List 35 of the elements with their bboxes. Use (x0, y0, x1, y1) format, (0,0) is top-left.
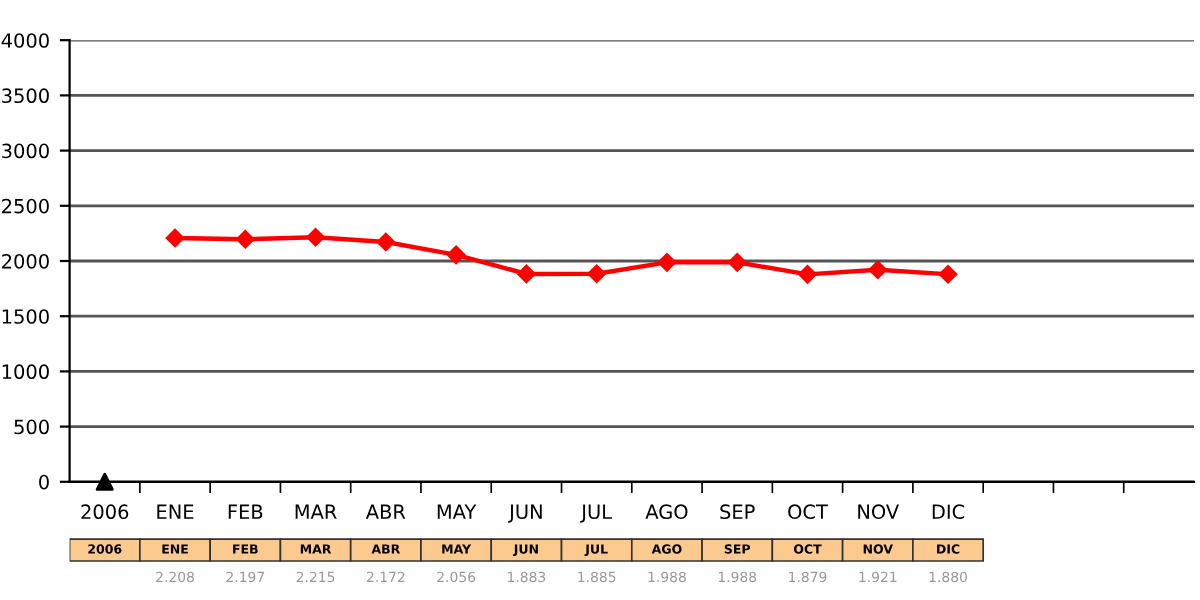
y-tick-label: 2000 (2, 253, 49, 269)
point (376, 232, 396, 252)
x-tick-label: 2006 (81, 504, 129, 520)
x-tick-label: SEP (720, 504, 755, 520)
point (446, 245, 466, 265)
y-tick-label: 3000 (2, 143, 49, 159)
point (657, 253, 677, 272)
x-tick-label: MAR (295, 504, 337, 519)
point (165, 228, 185, 248)
x-tick-label: AGO (645, 504, 688, 520)
y-tick-label: 1500 (2, 309, 49, 324)
point (95, 472, 114, 491)
point (517, 264, 536, 284)
x-tick-label: JUN (508, 504, 542, 523)
y-tick-label: 0 (39, 474, 49, 490)
point (727, 253, 747, 272)
y-tick-label: 1000 (2, 364, 49, 380)
point (306, 228, 325, 247)
x-tick-label: ABR (365, 504, 406, 519)
x-tick-label: NOV (858, 504, 900, 520)
x-tick-label: ENE (157, 504, 194, 519)
point (587, 264, 606, 283)
y-tick-label: 3500 (2, 88, 49, 104)
x-tick-label: FEB (228, 504, 263, 519)
point (868, 260, 888, 279)
x-tick-label: JUL (580, 504, 612, 523)
point (938, 265, 958, 284)
point (236, 230, 255, 249)
y-tick-label: 4000 (1, 33, 49, 48)
y-tick-label: 500 (14, 419, 49, 435)
x-tick-label: MAY (437, 504, 477, 519)
point (798, 265, 817, 284)
y-tick-label: 2500 (2, 198, 49, 214)
x-tick-label: OCT (788, 504, 828, 520)
x-tick-label: DIC (932, 504, 965, 520)
